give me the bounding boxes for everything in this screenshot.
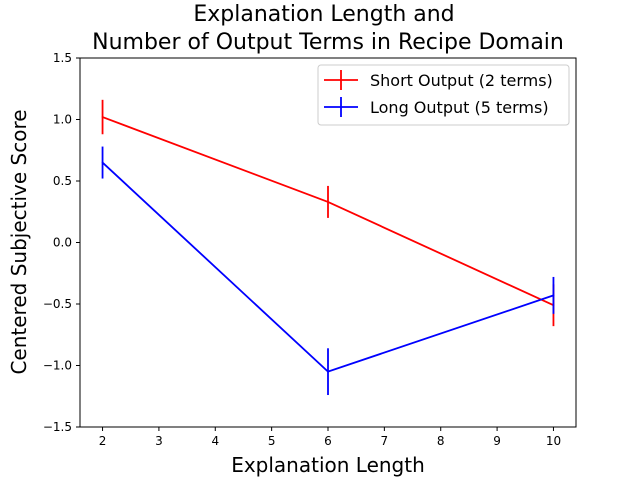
- legend-label-short-output: Short Output (2 terms): [370, 71, 553, 90]
- x-tick-label: 8: [437, 434, 445, 448]
- y-tick-label: 0.5: [53, 174, 72, 188]
- data-point-short-output: [327, 201, 329, 203]
- y-tick-label: 0.0: [53, 236, 72, 250]
- x-tick-label: 2: [99, 434, 107, 448]
- x-tick-label: 10: [546, 434, 561, 448]
- x-axis-label: Explanation Length: [231, 453, 425, 477]
- x-tick-label: 7: [381, 434, 389, 448]
- x-tick-label: 5: [268, 434, 276, 448]
- plot-area: 2 3 4 5 6 7 8 9 10 −1.5 −1.0 −0.5 0.0 0.5 1.0 1.5: [43, 51, 577, 448]
- legend-label-long-output: Long Output (5 terms): [370, 98, 549, 117]
- data-point-short-output: [101, 116, 104, 118]
- y-tick-label: −0.5: [43, 297, 72, 311]
- data-point-long-output: [327, 370, 329, 373]
- y-tick-label: 1.0: [53, 113, 72, 127]
- chart-title-line-1: Explanation Length and: [193, 2, 454, 27]
- x-tick-label: 9: [493, 434, 501, 448]
- y-axis-label: Centered Subjective Score: [7, 109, 31, 374]
- data-point-long-output: [552, 294, 555, 297]
- x-tick-label: 3: [155, 434, 163, 448]
- y-tick-label: 1.5: [53, 51, 72, 65]
- y-tick-label: −1.0: [43, 359, 72, 373]
- x-tick-label: 4: [211, 434, 219, 448]
- x-tick-label: 6: [324, 434, 332, 448]
- chart-title-line-2: Number of Output Terms in Recipe Domain: [92, 30, 564, 55]
- legend: Short Output (2 terms) Long Output (5 ter…: [317, 64, 570, 126]
- y-tick-label: −1.5: [43, 420, 72, 434]
- legend-box: [317, 64, 570, 126]
- data-point-long-output: [101, 161, 104, 164]
